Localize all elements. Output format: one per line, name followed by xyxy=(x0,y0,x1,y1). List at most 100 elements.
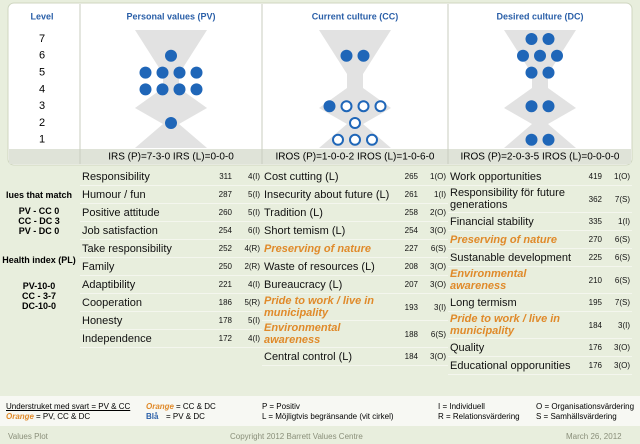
value-code: 3(O) xyxy=(614,343,630,352)
match-list: PV - CC 0 CC - DC 3 PV - DC 0 xyxy=(0,206,78,236)
health-item: DC-10-0 xyxy=(21,301,56,311)
value-name: Work opportunities xyxy=(450,170,542,183)
value-name: Tradition (L) xyxy=(264,206,323,219)
value-row: Positive attitude 260 5(I) xyxy=(80,204,262,222)
legend-text: I = Individuell xyxy=(438,402,485,411)
column-summary: IRS (P)=7-3-0 IRS (L)=0-0-0 xyxy=(108,152,234,163)
limiting-dot xyxy=(349,133,361,146)
limiting-dot xyxy=(349,117,361,129)
level-label: 2 xyxy=(39,117,45,129)
value-count: 210 xyxy=(588,275,602,285)
value-count: 287 xyxy=(218,190,232,199)
value-name: Adaptibility xyxy=(82,278,136,291)
footer-center: Copyright 2012 Barrett Values Centre xyxy=(230,432,363,441)
value-count: 261 xyxy=(404,190,418,199)
value-name: Cost cutting (L) xyxy=(264,170,339,183)
value-count: 254 xyxy=(404,226,418,235)
value-code: 1(I) xyxy=(618,217,630,226)
level-label: 5 xyxy=(39,67,45,79)
value-name: Preserving of nature xyxy=(450,233,557,246)
value-row: Preserving of nature 227 6(S) xyxy=(262,240,448,258)
value-dot xyxy=(165,49,177,62)
legend-text: = PV, CC & DC xyxy=(36,412,91,421)
footer-left: Values Plot xyxy=(8,432,48,441)
value-code: 3(O) xyxy=(430,352,446,361)
value-dot xyxy=(551,49,563,62)
value-code: 7(S) xyxy=(614,194,630,204)
value-count: 184 xyxy=(588,320,602,330)
value-name: Environmental awareness xyxy=(450,268,527,292)
value-name: Positive attitude xyxy=(82,206,160,219)
value-dot xyxy=(156,83,169,96)
value-code: 1(O) xyxy=(614,172,630,181)
value-count: 252 xyxy=(218,244,232,253)
value-dot xyxy=(542,100,555,113)
summary-row xyxy=(9,149,631,164)
value-count: 186 xyxy=(218,298,232,307)
value-name: Take responsibility xyxy=(82,242,172,255)
value-code: 6(I) xyxy=(248,226,260,235)
value-name: Short temism (L) xyxy=(264,224,346,237)
value-count: 195 xyxy=(588,298,602,307)
values-plot: Level 7 6 5 4 3 2 1 Personal values (PV) IRS (P)… xyxy=(7,2,633,166)
limiting-dot xyxy=(357,100,370,113)
value-count: 176 xyxy=(588,343,602,352)
value-count: 225 xyxy=(588,253,602,262)
value-dot xyxy=(139,66,152,79)
value-row: Humour / fun 287 5(I) xyxy=(80,186,262,204)
value-code: 1(I) xyxy=(434,190,446,199)
value-code: 6(S) xyxy=(614,235,630,244)
value-row: Short temism (L) 254 3(O) xyxy=(262,222,448,240)
value-row: Environmental awareness 188 6(S) xyxy=(262,321,448,348)
value-row: Adaptibility 221 4(I) xyxy=(80,276,262,294)
value-dot xyxy=(517,49,529,62)
value-code: 7(S) xyxy=(614,298,630,307)
value-count: 265 xyxy=(404,172,418,181)
health-item: PV-10-0 xyxy=(22,281,56,291)
value-code: 6(S) xyxy=(430,244,446,253)
value-name: Central control (L) xyxy=(264,350,353,363)
value-name: Environmental awareness xyxy=(264,322,341,346)
value-row: Sustanable development 225 6(S) xyxy=(448,249,632,267)
level-label: 3 xyxy=(39,100,45,112)
value-dot xyxy=(542,133,555,146)
value-row: Insecurity about future (L) 261 1(I) xyxy=(262,186,448,204)
value-count: 227 xyxy=(404,244,418,253)
value-name: Financial stability xyxy=(450,215,534,228)
value-name: Responsibility xyxy=(82,170,150,183)
column-title: Desired culture (DC) xyxy=(496,11,583,21)
value-count: 250 xyxy=(218,262,232,271)
legend-text: Understruket med svart = PV & CC xyxy=(6,402,131,411)
value-code: 5(I) xyxy=(248,190,260,199)
value-count: 335 xyxy=(588,217,602,226)
value-code: 4(I) xyxy=(248,334,260,343)
value-code: 4(R) xyxy=(244,244,260,253)
value-row: Bureaucracy (L) 207 3(O) xyxy=(262,276,448,294)
hourglass xyxy=(135,30,207,148)
value-dot xyxy=(357,49,370,62)
level-label: 1 xyxy=(39,134,45,146)
value-count: 172 xyxy=(218,334,232,343)
value-code: 5(I) xyxy=(248,208,260,217)
value-code: 3(I) xyxy=(618,320,630,330)
value-dot xyxy=(340,49,353,62)
value-count: 258 xyxy=(404,208,418,217)
value-name: Independence xyxy=(82,332,152,345)
hourglass xyxy=(504,30,576,148)
value-list: Cost cutting (L) 265 1(O) Insecurity about … xyxy=(262,168,448,366)
legend-text: O = Organisationsvärdering xyxy=(536,402,635,411)
value-count: 270 xyxy=(588,235,602,244)
value-dot xyxy=(323,100,336,113)
value-code: 3(O) xyxy=(614,361,630,370)
value-row: Cooperation 186 5(R) xyxy=(80,294,262,312)
value-row: Cost cutting (L) 265 1(O) xyxy=(262,168,448,186)
value-count: 221 xyxy=(218,280,232,289)
legend-text: = CC & DC xyxy=(176,402,216,411)
column-summary: IROS (P)=1-0-0-2 IROS (L)=1-0-6-0 xyxy=(276,152,435,163)
value-row: Educational opporunities 176 3(O) xyxy=(448,357,632,375)
value-dot xyxy=(534,49,546,62)
health-title: Health index (PL) xyxy=(2,255,76,265)
hourglass xyxy=(319,30,391,148)
value-code: 4(I) xyxy=(248,172,260,181)
limiting-dot xyxy=(374,100,387,113)
